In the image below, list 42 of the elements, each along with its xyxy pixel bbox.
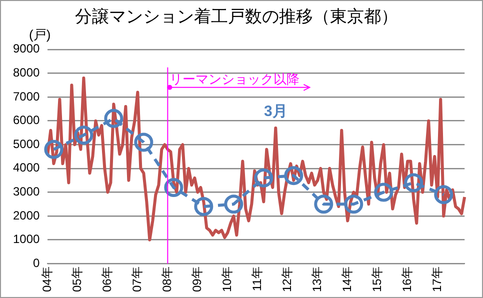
point: [134, 132, 154, 152]
chart-title: 分譲マンション着工戸数の推移（東京都）: [75, 6, 398, 26]
point: [254, 168, 274, 188]
x-tick-label: 14年: [340, 266, 354, 292]
point: [404, 173, 424, 192]
point: [194, 197, 214, 216]
x-tick-label: 07年: [130, 266, 144, 292]
y-tick-label: 5000: [12, 136, 40, 151]
point: [434, 185, 454, 204]
x-tick-label: 16年: [400, 266, 414, 292]
x-tick-label: 08年: [160, 266, 174, 292]
ref-line-label: リーマンショック以降: [170, 71, 300, 86]
point: [224, 194, 244, 214]
x-tick-label: 17年: [430, 266, 444, 292]
x-tick-label: 04年: [40, 266, 54, 292]
point: [344, 194, 364, 214]
x-tick-label: 11年: [250, 266, 264, 292]
y-tick-label: 8000: [12, 66, 40, 80]
point: [74, 126, 94, 145]
point: [284, 166, 304, 186]
x-tick-label: 09年: [190, 266, 204, 292]
y-tick-label: 3000: [12, 184, 40, 199]
y-tick-label: 6000: [12, 113, 40, 128]
point: [104, 108, 124, 128]
x-tick-label: 10年: [220, 266, 234, 292]
y-tick-label: 0: [33, 256, 40, 270]
x-tick-label: 06年: [100, 266, 114, 292]
y-tick-label: 2000: [12, 208, 40, 222]
y-tick-label: 9000: [12, 42, 40, 56]
point: [44, 140, 64, 159]
y-tick-label: 1000: [12, 232, 40, 246]
y-tick-label: 4000: [12, 160, 40, 175]
x-tick-label: 15年: [370, 266, 384, 292]
point: [164, 178, 184, 197]
point: [314, 194, 334, 214]
point: [374, 182, 394, 202]
text: 3月: [264, 103, 288, 120]
y-axis-title: (戸): [29, 26, 51, 42]
y-tick-label: 7000: [12, 89, 40, 104]
x-tick-label: 05年: [70, 266, 84, 292]
x-tick-label: 13年: [310, 266, 324, 292]
x-tick-label: 12年: [280, 266, 294, 292]
